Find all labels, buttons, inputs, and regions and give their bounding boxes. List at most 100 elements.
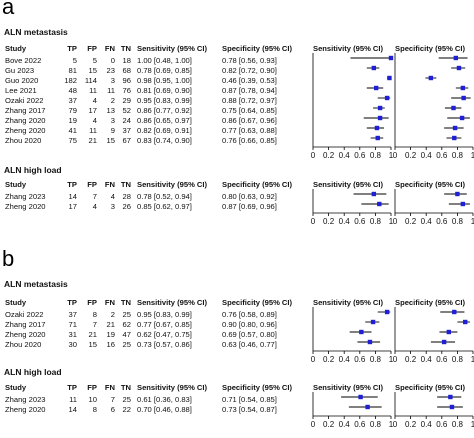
cell-fn: 3 — [110, 116, 115, 125]
cell-tp: 14 — [68, 405, 77, 414]
header-spec: Specificity (95% CI) — [222, 298, 293, 307]
cell-sens: 0.73 [0.57, 0.86] — [137, 340, 192, 349]
x-axis-tick-label: 0.8 — [452, 420, 464, 429]
cell-spec: 0.76 [0.66, 0.85] — [222, 136, 277, 145]
x-axis-tick-label: 0.6 — [436, 420, 448, 429]
point-estimate — [446, 329, 452, 335]
cell-tn: 25 — [122, 395, 131, 404]
cell-sens: 1.00 [0.48, 1.00] — [137, 56, 192, 65]
cell-sens: 0.86 [0.65, 0.97] — [137, 116, 192, 125]
header-sensitivity-plot: Sensitivity (95% CI) — [313, 180, 384, 189]
cell-sens: 0.78 [0.69, 0.85] — [137, 66, 192, 75]
point-estimate — [367, 339, 373, 345]
section-title: ALN metastasis — [4, 279, 68, 289]
table-row: Zhang 2017 79 17 13 52 0.86 [0.77, 0.92] 0.75 … — [0, 106, 474, 115]
table-row: Ozaki 2022 37 8 2 25 0.95 [0.83, 0.99] 0.76 [0… — [0, 310, 474, 319]
point-estimate — [453, 55, 459, 61]
specificity-forest-plot: 0 0.2 0.4 0.6 0.8 1 — [393, 307, 474, 364]
x-axis-tick-label: 0.2 — [405, 420, 417, 429]
cell-fp: 21 — [88, 136, 97, 145]
table-row: Zhang 2020 19 4 3 24 0.86 [0.65, 0.97] 0.86 [0… — [0, 116, 474, 125]
header-sens: Sensitivity (95% CI) — [137, 44, 208, 53]
cell-tp: 11 — [69, 395, 77, 404]
section-title: ALN metastasis — [4, 27, 68, 37]
cell-study: Zhang 2017 — [5, 320, 46, 329]
section-title: ALN high load — [4, 165, 62, 175]
point-estimate — [358, 394, 363, 400]
cell-fn: 13 — [106, 106, 115, 115]
cell-tn: 25 — [122, 310, 131, 319]
cell-spec: 0.78 [0.56, 0.93] — [222, 56, 277, 65]
cell-tp: 30 — [68, 340, 77, 349]
cell-tn: 68 — [122, 66, 131, 75]
cell-tn: 18 — [122, 56, 131, 65]
point-estimate — [384, 95, 390, 101]
panel-b-label: b — [2, 246, 15, 271]
cell-study: Zheng 2020 — [5, 330, 46, 339]
point-estimate — [374, 125, 380, 131]
cell-fn: 7 — [110, 395, 115, 404]
x-axis-tick-label: 0.2 — [323, 420, 335, 429]
point-estimate — [428, 75, 434, 81]
cell-study: Bove 2022 — [5, 56, 42, 65]
point-estimate — [449, 404, 455, 410]
cell-spec: 0.77 [0.63, 0.88] — [222, 126, 277, 135]
header-study: Study — [5, 298, 27, 307]
x-axis-tick-label: 0.4 — [421, 355, 433, 364]
cell-tp: 19 — [68, 116, 77, 125]
specificity-forest-plot: 0 0.2 0.4 0.6 0.8 1 — [393, 392, 474, 429]
x-axis-tick-label: 0.4 — [339, 217, 351, 226]
section-title: ALN high load — [4, 367, 62, 377]
cell-sens: 0.77 [0.67, 0.85] — [137, 320, 192, 329]
cell-tn: 29 — [122, 96, 131, 105]
cell-fn: 15 — [106, 136, 115, 145]
cell-fn: 23 — [106, 66, 115, 75]
point-estimate — [377, 105, 383, 111]
cell-sens: 0.95 [0.83, 0.99] — [137, 96, 192, 105]
table-row: Zhou 2020 30 15 16 25 0.73 [0.57, 0.86] 0.63 [… — [0, 340, 474, 349]
cell-fn: 2 — [110, 96, 115, 105]
cell-tp: 81 — [68, 66, 77, 75]
cell-tn: 67 — [122, 136, 131, 145]
cell-study: Guo 2020 — [5, 76, 39, 85]
cell-fp: 10 — [88, 395, 97, 404]
header-specificity-plot: Specificity (95% CI) — [395, 44, 466, 53]
x-axis-tick-label: 0.2 — [405, 217, 417, 226]
cell-fp: 11 — [89, 126, 97, 135]
point-estimate — [371, 65, 377, 71]
x-axis-tick-label: 1 — [471, 420, 474, 429]
table-row: Zheng 2020 41 11 9 37 0.82 [0.69, 0.91] 0.77 [… — [0, 126, 474, 135]
cell-fp: 15 — [88, 66, 97, 75]
point-estimate — [365, 404, 370, 410]
table-row: Zhang 2023 14 7 4 28 0.78 [0.52, 0.94] 0.80 [0… — [0, 192, 474, 201]
point-estimate — [451, 105, 456, 111]
cell-spec: 0.82 [0.72, 0.90] — [222, 66, 277, 75]
header-tn: TN — [120, 180, 131, 189]
point-estimate — [370, 319, 376, 325]
x-axis-tick-label: 0.8 — [370, 151, 382, 160]
cell-tp: 5 — [72, 56, 77, 65]
x-axis-tick-label: 0.8 — [452, 151, 464, 160]
cell-tp: 14 — [68, 192, 77, 201]
cell-study: Zheng 2020 — [5, 126, 46, 135]
cell-study: Ozaki 2022 — [5, 310, 44, 319]
cell-tp: 75 — [68, 136, 77, 145]
table-row: Zhang 2023 11 10 7 25 0.61 [0.36, 0.83] 0.71 [… — [0, 395, 474, 404]
header-study: Study — [5, 383, 27, 392]
cell-spec: 0.69 [0.57, 0.80] — [222, 330, 277, 339]
point-estimate — [359, 329, 364, 335]
x-axis-tick-label: 0.4 — [421, 217, 433, 226]
header-fp: FP — [87, 298, 97, 307]
x-axis-tick-label: 0.8 — [452, 355, 464, 364]
header-fp: FP — [87, 44, 97, 53]
x-axis-tick-label: 0.4 — [339, 355, 351, 364]
x-axis-tick-label: 0.6 — [354, 355, 366, 364]
cell-study: Ozaki 2022 — [5, 96, 44, 105]
header-fp: FP — [87, 180, 97, 189]
x-axis-tick-label: 0.8 — [370, 217, 382, 226]
point-estimate — [459, 115, 465, 121]
cell-sens: 0.62 [0.47, 0.75] — [137, 330, 192, 339]
cell-tn: 26 — [122, 202, 131, 211]
point-estimate — [377, 115, 383, 121]
x-axis-tick-label: 0 — [311, 355, 316, 364]
